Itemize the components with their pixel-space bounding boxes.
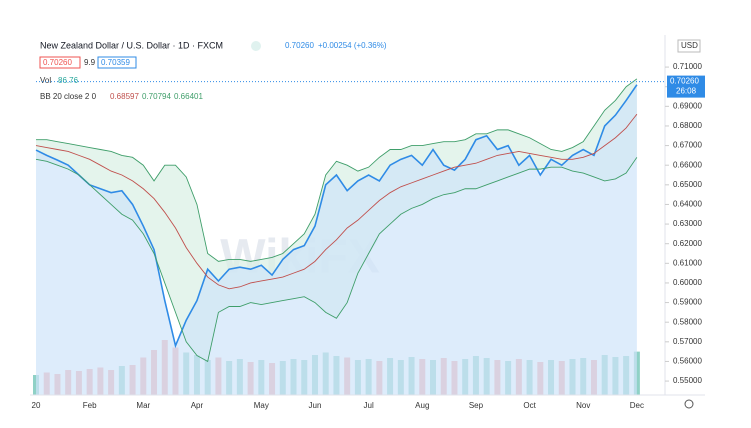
price-tag-label: 0.70260	[670, 77, 699, 86]
x-tick-label: Jul	[364, 401, 374, 410]
countdown: 26:08	[676, 87, 697, 96]
currency-box[interactable]	[677, 39, 701, 53]
settings-icon[interactable]	[684, 399, 694, 409]
y-tick-label: 0.56000	[673, 357, 702, 366]
y-tick-label: 0.71000	[673, 62, 702, 71]
x-tick-label: Nov	[576, 401, 590, 410]
bid-box	[39, 56, 81, 69]
bb-basis: 0.68597	[110, 92, 139, 101]
x-tick-label: Aug	[415, 401, 429, 410]
y-tick-label: 0.69000	[673, 101, 702, 110]
x-tick-label: 20	[32, 401, 41, 410]
price: 0.70260	[285, 41, 314, 50]
x-tick-label: Sep	[469, 401, 484, 410]
y-tick-label: 0.55000	[673, 376, 702, 385]
series-line	[35, 113, 638, 290]
series-line	[36, 78, 638, 262]
bb-lower: 0.66401	[174, 92, 203, 101]
currency: USD	[681, 41, 698, 50]
ask-box	[97, 56, 137, 69]
x-tick-label: Apr	[191, 401, 204, 410]
y-tick-label: 0.65000	[673, 180, 702, 189]
ask: 0.70359	[101, 58, 130, 67]
x-tick-label: Oct	[523, 401, 536, 410]
symbol: New Zealand Dollar / U.S. Dollar · 1D · …	[40, 40, 223, 50]
y-tick-label: 0.62000	[673, 239, 702, 248]
vol-value: 86.76	[58, 76, 79, 85]
series-line	[35, 84, 638, 349]
x-tick-label: Dec	[630, 401, 644, 410]
bb-label: BB 20 close 2 0	[40, 92, 97, 101]
vol-label: Vol	[40, 76, 51, 85]
bb-upper: 0.70794	[142, 92, 171, 101]
x-tick-label: Jun	[309, 401, 322, 410]
y-tick-label: 0.66000	[673, 160, 702, 169]
change: +0.00254 (+0.36%)	[318, 41, 387, 50]
x-tick-label: Feb	[83, 401, 97, 410]
price-tag	[667, 75, 705, 98]
x-tick-label: Mar	[136, 401, 150, 410]
y-tick-label: 0.57000	[673, 337, 702, 346]
y-tick-label: 0.63000	[673, 219, 702, 228]
y-tick-label: 0.64000	[673, 200, 702, 209]
status-dot	[251, 41, 261, 51]
bid: 0.70260	[43, 58, 72, 67]
y-tick-label: 0.58000	[673, 317, 702, 326]
y-tick-label: 0.68000	[673, 121, 702, 130]
x-tick-label: May	[254, 401, 269, 410]
spread: 9.9	[84, 58, 96, 67]
y-tick-label: 0.67000	[673, 141, 702, 150]
y-tick-label: 0.60000	[673, 278, 702, 287]
y-tick-label: 0.59000	[673, 298, 702, 307]
y-tick-label: 0.61000	[673, 258, 702, 267]
series-line	[35, 157, 638, 363]
